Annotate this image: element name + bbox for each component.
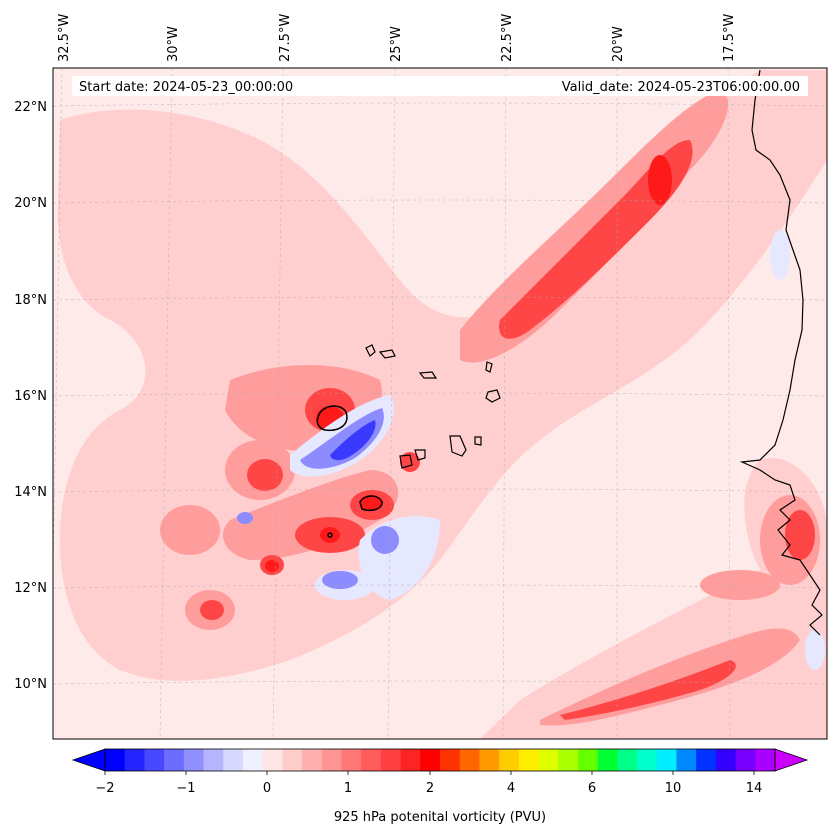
colorbar-swatch [577, 749, 599, 771]
colorbar-swatch [144, 749, 165, 771]
colorbar-swatch [183, 749, 205, 771]
colorbar-swatch [262, 749, 283, 771]
colorbar-tick-label: 2 [426, 781, 434, 796]
colorbar-swatch [302, 749, 323, 771]
colorbar-swatch [459, 749, 480, 771]
lon-tick-label: 32.5°W [57, 14, 72, 62]
lat-tick-label: 12°N [14, 581, 47, 596]
colorbar-swatch [105, 749, 126, 771]
colorbar-tick-label: −2 [95, 781, 114, 796]
colorbar-tick-label: −1 [176, 781, 195, 796]
colorbar-swatch [380, 749, 402, 771]
colorbar-swatch [499, 749, 520, 771]
colorbar-swatch [676, 749, 697, 771]
colorbar-swatches [105, 749, 776, 771]
colorbar-swatch [164, 749, 185, 771]
colorbar-swatch [715, 749, 737, 771]
colorbar-swatch [223, 749, 244, 771]
header-box [72, 76, 808, 96]
colorbar-swatch [479, 749, 500, 771]
colorbar-swatch [203, 749, 224, 771]
colorbar-swatch [440, 749, 461, 771]
longitude-labels: 32.5°W 30°W 27.5°W 25°W 22.5°W 20°W 17.5… [57, 14, 737, 62]
lon-tick-label: 25°W [389, 26, 404, 62]
pv-high-contours [316, 405, 383, 538]
colorbar-swatch [538, 749, 559, 771]
lat-tick-label: 10°N [14, 677, 47, 692]
colorbar-swatch [282, 749, 303, 771]
cape-verde-islands [365, 344, 501, 469]
lon-tick-label: 30°W [166, 26, 181, 62]
colorbar-swatch [242, 749, 264, 771]
colorbar-under-triangle [71, 748, 106, 772]
colorbar-tick-label: 4 [507, 781, 515, 796]
lat-tick-label: 20°N [14, 196, 47, 211]
colorbar-tick-label: 6 [588, 781, 596, 796]
colorbar-swatch [558, 749, 579, 771]
colorbar-swatch [124, 749, 145, 771]
colorbar-swatch [361, 749, 382, 771]
lon-tick-label: 22.5°W [500, 14, 515, 62]
colorbar-swatch [420, 749, 441, 771]
lon-tick-label: 17.5°W [722, 14, 737, 62]
lat-tick-label: 14°N [14, 485, 47, 500]
colorbar-swatch [637, 749, 658, 771]
colorbar-tick-label: 1 [344, 781, 352, 796]
graticule [53, 68, 827, 739]
colorbar-swatch [656, 749, 677, 771]
lat-tick-label: 22°N [14, 100, 47, 115]
lat-tick-label: 16°N [14, 389, 47, 404]
colorbar-swatch [755, 749, 776, 771]
colorbar-title: 925 hPa potenital vorticity (PVU) [334, 810, 546, 825]
lon-tick-label: 20°W [611, 26, 626, 62]
colorbar-swatch [696, 749, 717, 771]
lon-tick-label: 27.5°W [278, 14, 293, 62]
colorbar-swatch [400, 749, 421, 771]
colorbar-frame [104, 748, 776, 772]
colorbar-tick-label: 0 [263, 781, 271, 796]
valid-date-label: Valid_date: 2024-05-23T06:00:00.00 [562, 80, 800, 95]
colorbar-tick-label: 14 [746, 781, 763, 796]
colorbar-swatch [597, 749, 618, 771]
africa-coastline [739, 69, 823, 636]
colorbar-over-triangle [774, 748, 809, 772]
colorbar-tick-label: 10 [665, 781, 682, 796]
lat-tick-label: 18°N [14, 293, 47, 308]
colorbar-ticks [104, 771, 755, 775]
start-date-label: Start date: 2024-05-23_00:00:00 [79, 80, 293, 95]
pv-deep-blue-field [330, 420, 376, 461]
colorbar-swatch [321, 749, 342, 771]
colorbar: −2 −1 0 1 2 4 6 10 14 925 hPa potenital … [71, 748, 809, 825]
colorbar-swatch [341, 749, 362, 771]
map-panel [52, 67, 828, 740]
colorbar-swatch [617, 749, 638, 771]
latitude-labels: 22°N 20°N 18°N 16°N 14°N 12°N 10°N [14, 100, 47, 692]
map-frame [52, 67, 828, 740]
colorbar-swatch [518, 749, 540, 771]
pv-mid-blue-field [237, 408, 399, 589]
colorbar-swatch [735, 749, 756, 771]
